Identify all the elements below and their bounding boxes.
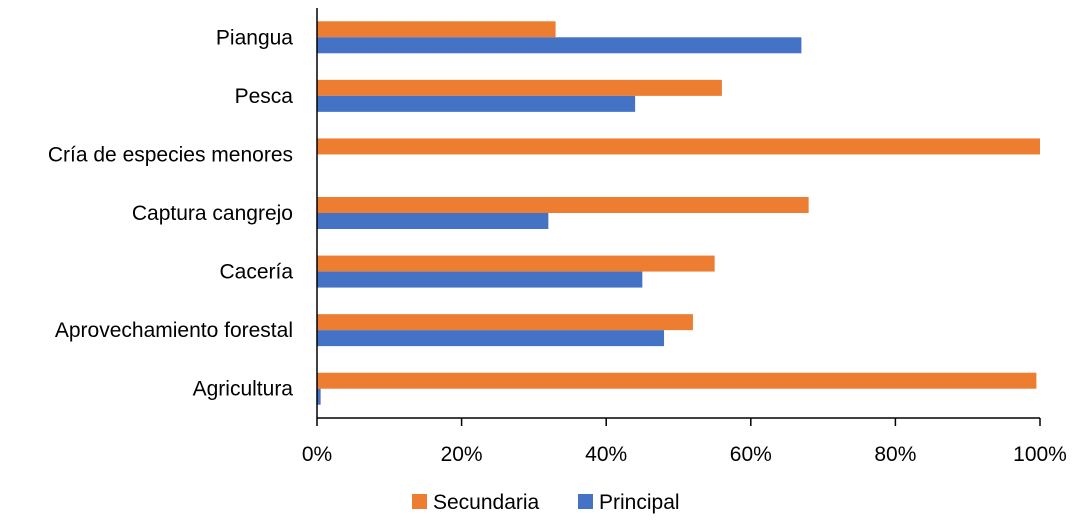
category-labels: Piangua Pesca Cría de especies menores Capt… [48, 26, 293, 400]
legend-label-secundaria: Secundaria [433, 491, 540, 514]
x-tick-label: 80% [874, 443, 916, 466]
category-label: Agricultura [193, 378, 294, 401]
bar-principal-0 [317, 37, 802, 54]
x-tick-label: 100% [1013, 443, 1067, 466]
bar-principal-3 [317, 213, 549, 229]
bar-secundaria-6 [317, 372, 1037, 389]
category-label: Aprovechamiento forestal [55, 319, 293, 342]
bar-secundaria-4 [317, 255, 715, 272]
category-label: Piangua [216, 26, 293, 49]
x-ticks-layer: 0% 20% 40% 60% 80% 100% [302, 418, 1067, 466]
x-tick-label: 0% [302, 443, 332, 466]
category-label: Captura cangrejo [132, 202, 293, 225]
bars-layer [317, 21, 1040, 405]
category-label: Pesca [235, 85, 294, 108]
x-tick-label: 60% [730, 443, 772, 466]
bar-secundaria-5 [317, 314, 693, 331]
bar-secundaria-2 [317, 138, 1040, 155]
x-tick-label: 20% [441, 443, 483, 466]
legend-swatch-secundaria [412, 494, 427, 509]
bar-secundaria-1 [317, 79, 722, 96]
x-tick-label: 40% [585, 443, 627, 466]
bar-principal-5 [317, 330, 665, 347]
bar-principal-6 [317, 388, 321, 405]
bar-secundaria-0 [317, 21, 556, 38]
legend-label-principal: Principal [599, 491, 680, 514]
legend-swatch-principal [578, 494, 593, 509]
bar-secundaria-3 [317, 197, 809, 213]
legend: Secundaria Principal [412, 491, 680, 514]
bar-principal-1 [317, 95, 636, 112]
category-label: Cacería [219, 261, 293, 284]
category-label: Cría de especies menores [48, 143, 293, 166]
bar-principal-4 [317, 271, 643, 288]
